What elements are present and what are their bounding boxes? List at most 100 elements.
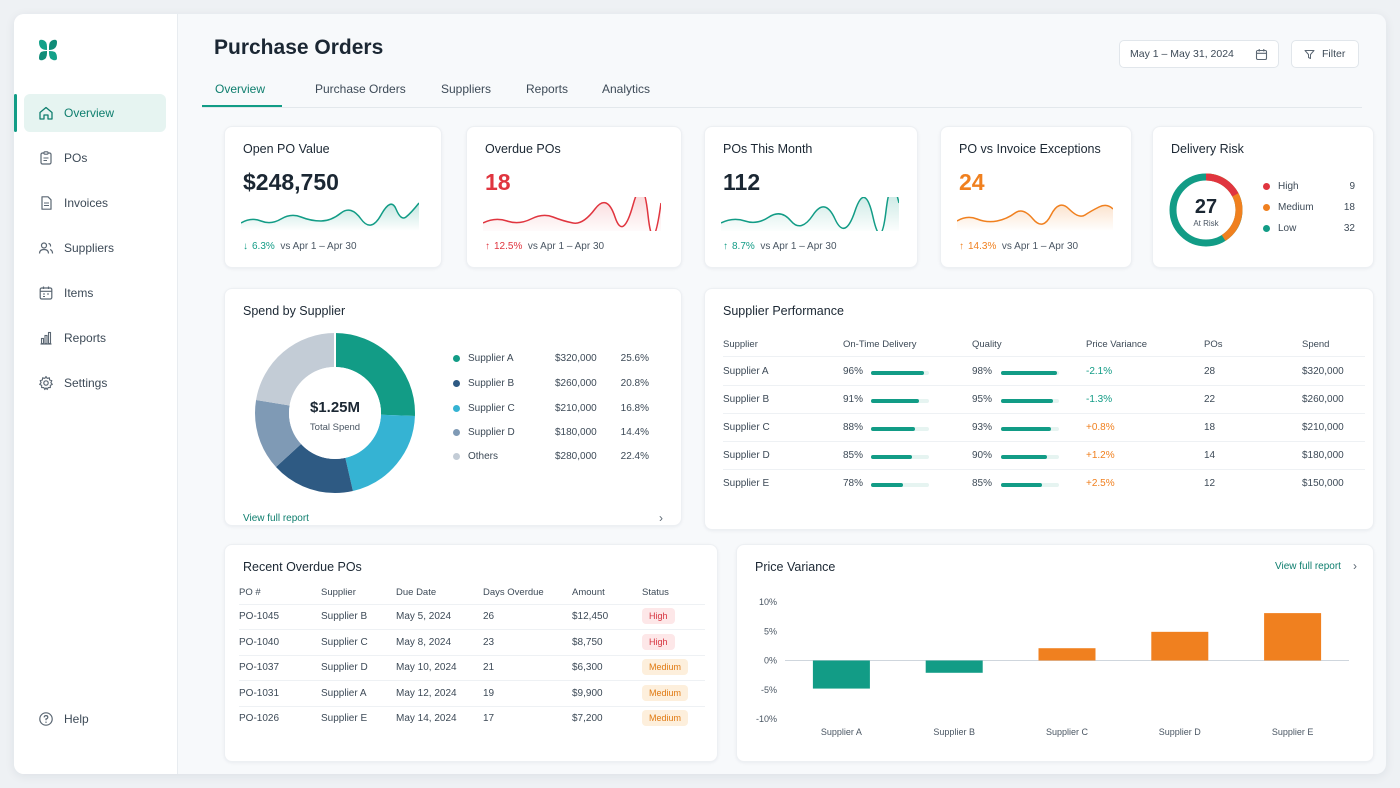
column-header[interactable]: Quality (972, 339, 1002, 350)
po-number-cell: PO-1031 (239, 687, 280, 699)
quality-progress-fill (1001, 399, 1053, 403)
home-icon (39, 106, 53, 120)
kpi-delta-value: 14.3% (968, 241, 997, 252)
column-header[interactable]: Due Date (396, 587, 437, 598)
kpi-card-po-invoice-exceptions[interactable]: PO vs Invoice Exceptions 24 ↑ 14.3% vs Ap… (940, 126, 1132, 268)
sidebar-item-invoices[interactable]: Invoices (24, 184, 166, 222)
bar-supplier-d[interactable] (1151, 631, 1209, 661)
column-header[interactable]: PO # (239, 587, 261, 598)
brand-logo-icon (36, 38, 60, 67)
sidebar-item-label: Items (64, 286, 94, 300)
column-header[interactable]: On-Time Delivery (843, 339, 917, 350)
supplier-cell: Supplier D (321, 662, 368, 674)
bar-supplier-a[interactable] (812, 660, 870, 689)
tab-reports[interactable]: Reports (526, 82, 569, 96)
sparkline-chart (483, 197, 661, 231)
sparkline-chart (241, 202, 419, 231)
divider (723, 469, 1365, 470)
sidebar-item-reports[interactable]: Reports (24, 319, 166, 357)
spend-cell: $210,000 (1302, 422, 1344, 433)
card-title: Spend by Supplier (243, 304, 346, 318)
bar-supplier-b[interactable] (925, 660, 983, 673)
bar-supplier-e[interactable] (1264, 613, 1322, 661)
ontime-progress-fill (871, 427, 915, 431)
help-link[interactable]: Help (24, 700, 166, 738)
column-header[interactable]: Status (642, 587, 669, 598)
chevron-right-icon[interactable]: › (659, 511, 663, 525)
spend-legend-row: Supplier D $180,000 14.4% (453, 427, 649, 438)
date-range-picker[interactable]: May 1 – May 31, 2024 (1119, 40, 1279, 68)
sidebar-item-suppliers[interactable]: Suppliers (24, 229, 166, 267)
tab-suppliers[interactable]: Suppliers (441, 82, 492, 96)
status-badge: High (642, 608, 675, 624)
kpi-value: 18 (485, 169, 511, 195)
ontime-progress-fill (871, 371, 924, 375)
variance-cell: +0.8% (1086, 422, 1115, 433)
risk-legend-medium: Medium 18 (1263, 202, 1355, 213)
x-tick-label: Supplier B (933, 727, 975, 737)
chevron-right-icon[interactable]: › (1353, 559, 1357, 573)
pos-cell: 12 (1204, 478, 1216, 489)
supplier-cell: Supplier B (321, 611, 368, 622)
column-header[interactable]: Supplier (723, 339, 758, 350)
days-overdue-cell: 17 (483, 713, 495, 725)
calendar-icon (1255, 49, 1268, 61)
ontime-progress-bar (871, 371, 929, 375)
ontime-progress-bar (871, 399, 929, 403)
arrow-down-icon: ↓ (243, 241, 248, 252)
tab-purchase-orders[interactable]: Purchase Orders (315, 82, 406, 96)
main-content: Purchase Orders May 1 – May 31, 2024 Fil… (178, 14, 1386, 774)
tab-overview[interactable]: Overview (215, 82, 266, 96)
column-header[interactable]: Days Overdue (483, 587, 544, 598)
donut-total-label: Total Spend (310, 422, 360, 433)
filter-icon (1304, 50, 1315, 59)
kpi-card-overdue-pos[interactable]: Overdue POs 18 ↑ 12.5% vs Apr 1 – Apr 30 (466, 126, 682, 268)
view-full-report-link[interactable]: View full report (1275, 561, 1341, 572)
sidebar-item-settings[interactable]: Settings (24, 364, 166, 402)
po-number-cell: PO-1040 (239, 636, 280, 648)
kpi-delta-value: 8.7% (732, 241, 755, 252)
sidebar-item-overview[interactable]: Overview (14, 94, 166, 132)
ontime-progress-fill (871, 483, 903, 487)
column-header[interactable]: Spend (1302, 339, 1330, 350)
kpi-card-open-po-value[interactable]: Open PO Value $248,750 ↓ 6.3% vs Apr 1 – … (224, 126, 442, 268)
view-full-report-link[interactable]: View full report (243, 513, 309, 524)
supplier-cell: Supplier C (723, 422, 770, 433)
sidebar-item-label: Suppliers (64, 241, 115, 255)
quality-cell: 93% (972, 422, 993, 433)
quality-progress-fill (1001, 371, 1057, 375)
y-tick-label: -5% (761, 685, 777, 695)
quality-cell: 95% (972, 394, 993, 405)
kpi-delta: ↑ 12.5% vs Apr 1 – Apr 30 (485, 241, 604, 252)
pos-cell: 28 (1204, 366, 1216, 377)
ontime-cell: 96% (843, 366, 864, 377)
tab-analytics[interactable]: Analytics (602, 82, 651, 96)
spend-by-supplier-card: Spend by Supplier $1.25M Total Spend Sup… (224, 288, 682, 526)
ontime-progress-bar (871, 455, 929, 459)
amount-cell: $12,450 (572, 611, 609, 622)
clipboard-icon (40, 151, 52, 165)
gear-icon (39, 375, 53, 391)
column-header[interactable]: Supplier (321, 587, 356, 598)
supplier-cell: Supplier C (321, 636, 368, 648)
quality-progress-bar (1001, 427, 1059, 431)
sidebar-item-pos[interactable]: POs (24, 139, 166, 177)
bar-supplier-c[interactable] (1038, 648, 1096, 661)
column-header[interactable]: Amount (572, 587, 605, 598)
amount-cell: $8,750 (572, 636, 603, 648)
donut-segment-supplier-c (255, 333, 415, 493)
amount-cell: $7,200 (572, 713, 603, 725)
quality-progress-bar (1001, 483, 1059, 487)
sidebar-item-items[interactable]: Items (24, 274, 166, 312)
delivery-risk-card[interactable]: Delivery Risk 27 At Risk High 9 Medium 18 … (1152, 126, 1374, 268)
quality-progress-bar (1001, 399, 1059, 403)
y-tick-label: 5% (764, 626, 777, 636)
quality-progress-fill (1001, 455, 1047, 459)
variance-cell: -2.1% (1086, 366, 1113, 377)
quality-progress-fill (1001, 483, 1042, 487)
kpi-card-pos-this-month[interactable]: POs This Month 112 ↑ 8.7% vs Apr 1 – Apr … (704, 126, 918, 268)
report-icon (40, 331, 52, 345)
filter-button[interactable]: Filter (1291, 40, 1359, 68)
column-header[interactable]: Price Variance (1086, 339, 1148, 350)
column-header[interactable]: POs (1204, 339, 1223, 350)
